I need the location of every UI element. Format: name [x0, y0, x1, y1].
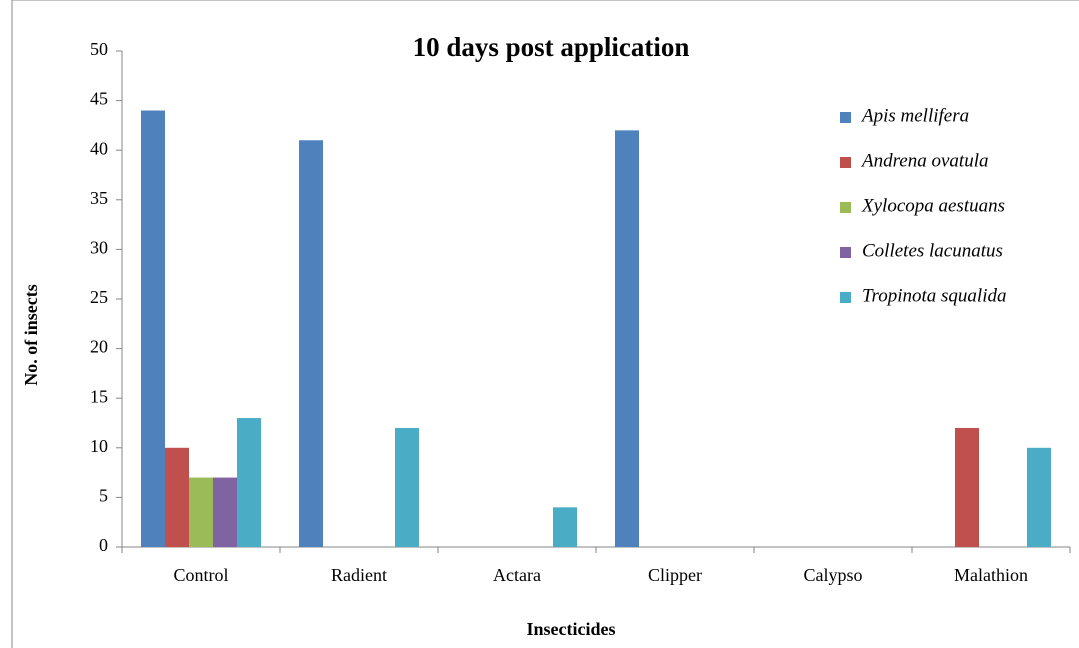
- y-tick-label: 0: [99, 535, 108, 555]
- frame: [11, 0, 1079, 648]
- bar: [299, 140, 323, 547]
- bar: [553, 507, 577, 547]
- legend-label: Andrena ovatula: [860, 150, 988, 171]
- x-tick-label: Radient: [331, 565, 387, 585]
- bar: [189, 477, 213, 547]
- x-tick-label: Calypso: [803, 565, 862, 585]
- y-tick-label: 50: [90, 39, 108, 59]
- x-tick-label: Actara: [493, 565, 541, 585]
- legend-swatch: [840, 292, 851, 303]
- legend-label: Colletes lacunatus: [862, 240, 1003, 261]
- y-axis-label: No. of insects: [21, 284, 41, 386]
- x-tick-label: Control: [173, 565, 228, 585]
- bar: [955, 427, 979, 547]
- y-tick-label: 30: [90, 238, 108, 258]
- y-tick-label: 20: [90, 337, 108, 357]
- y-tick-label: 25: [90, 287, 108, 307]
- y-tick-label: 40: [90, 138, 108, 158]
- bar: [213, 477, 237, 547]
- legend-swatch: [840, 112, 851, 123]
- bar: [237, 418, 261, 547]
- bar: [395, 427, 419, 547]
- legend-swatch: [840, 202, 851, 213]
- x-tick-label: Clipper: [648, 565, 702, 585]
- legend-label: Xylocopa aestuans: [861, 195, 1005, 216]
- bar: [1027, 447, 1051, 547]
- chart-title: 10 days post application: [413, 32, 690, 62]
- x-tick-label: Malathion: [954, 565, 1028, 585]
- y-tick-label: 15: [90, 386, 108, 406]
- legend-label: Apis mellifera: [860, 105, 969, 126]
- y-tick-label: 35: [90, 188, 108, 208]
- y-tick-label: 45: [90, 89, 108, 109]
- legend-label: Tropinota squalida: [862, 285, 1006, 306]
- bar: [141, 110, 165, 548]
- y-tick-label: 10: [90, 436, 108, 456]
- x-axis-label: Insecticides: [527, 619, 616, 639]
- bar: [165, 447, 189, 547]
- y-tick-label: 5: [99, 486, 108, 506]
- legend-swatch: [840, 247, 851, 258]
- bar: [615, 130, 639, 548]
- legend-swatch: [840, 157, 851, 168]
